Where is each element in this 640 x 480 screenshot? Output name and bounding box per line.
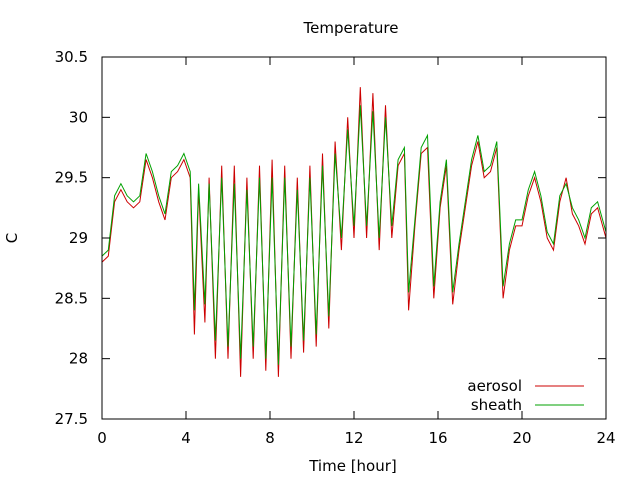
legend-label-sheath: sheath <box>471 396 522 414</box>
series-layer <box>101 87 607 377</box>
y-axis-label: C <box>3 233 21 243</box>
x-tick-label: 16 <box>428 429 447 447</box>
y-tick-label: 28 <box>69 350 88 368</box>
series-line-aerosol <box>101 87 607 377</box>
x-tick-label: 20 <box>512 429 531 447</box>
x-tick-label: 8 <box>265 429 275 447</box>
x-tick-label: 4 <box>181 429 191 447</box>
y-tick-label: 27.5 <box>55 410 88 428</box>
y-tick-label: 30 <box>69 108 88 126</box>
ticks-layer: 0 4 8 12 16 20 24 27.5 28 28.5 29 29.5 30 30.5 <box>55 48 616 447</box>
x-tick-label: 0 <box>97 429 107 447</box>
x-tick-label: 12 <box>344 429 363 447</box>
series-line-sheath <box>101 105 607 365</box>
y-tick-label: 29 <box>69 229 88 247</box>
x-tick-label: 24 <box>596 429 615 447</box>
legend-label-aerosol: aerosol <box>467 377 522 395</box>
chart-title: Temperature <box>302 19 398 37</box>
y-tick-label: 28.5 <box>55 289 88 307</box>
x-axis-label: Time [hour] <box>308 457 397 475</box>
y-tick-label: 29.5 <box>55 169 88 187</box>
y-tick-label: 30.5 <box>55 48 88 66</box>
